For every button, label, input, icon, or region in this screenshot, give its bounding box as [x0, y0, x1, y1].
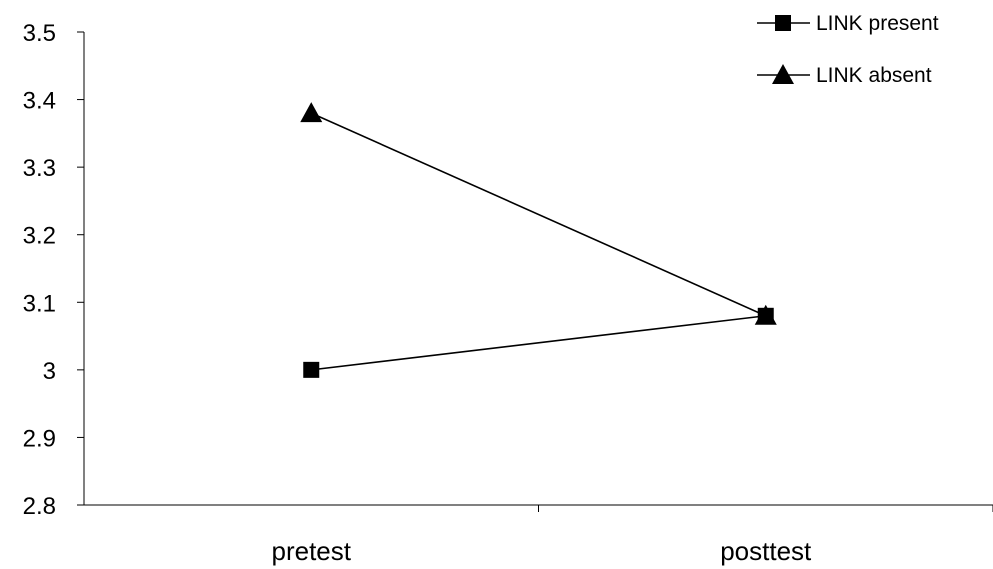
x-tick-label: pretest	[272, 536, 352, 566]
legend-label: LINK present	[816, 12, 939, 35]
legend-marker-triangle	[772, 64, 794, 84]
series-link-present	[303, 307, 774, 378]
legend: LINK present LINK absent	[757, 12, 939, 87]
x-axis-ticks: pretest posttest	[272, 505, 993, 566]
data-point-triangle	[300, 102, 323, 123]
y-tick-label: 3.3	[23, 155, 56, 182]
data-point-square	[303, 361, 320, 378]
y-tick-label: 2.8	[23, 493, 56, 520]
series-layer	[300, 102, 777, 378]
legend-item: LINK present	[757, 12, 939, 35]
x-tick-label: posttest	[720, 536, 812, 566]
data-point-square	[757, 307, 774, 324]
legend-marker-square	[775, 15, 791, 31]
y-tick-label: 3.1	[23, 290, 56, 317]
series-link-absent	[300, 102, 777, 325]
axes	[83, 32, 993, 506]
series-line	[311, 315, 766, 371]
y-tick-label: 2.9	[23, 425, 56, 452]
y-tick-label: 3.2	[23, 223, 56, 250]
legend-item: LINK absent	[757, 64, 932, 87]
y-tick-label: 3.5	[23, 20, 56, 47]
y-tick-label: 3	[43, 358, 56, 385]
y-axis-ticks: 2.8 2.9 3 3.1 3.2 3.3 3.4 3.5	[23, 20, 84, 520]
series-line	[310, 112, 767, 317]
y-tick-label: 3.4	[23, 88, 56, 115]
legend-label: LINK absent	[816, 64, 932, 87]
